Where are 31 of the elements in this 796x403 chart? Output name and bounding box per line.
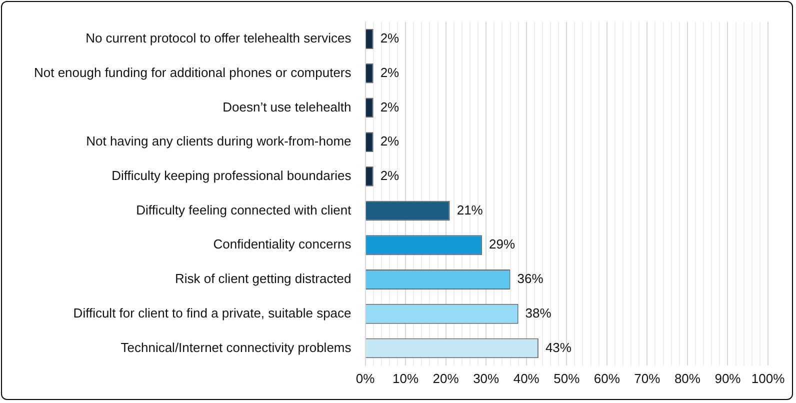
y-tick-label: Not enough funding for additional phones or computers — [34, 64, 352, 80]
x-tick-label: 60% — [594, 370, 620, 386]
y-tick-label: Technical/Internet connectivity problems — [120, 340, 352, 355]
x-tick-label: 100% — [751, 370, 786, 386]
x-tick-label: 20% — [432, 370, 460, 386]
y-tick-label: No current protocol to offer telehealth services — [86, 30, 352, 46]
data-label: 43% — [545, 340, 572, 355]
data-label: 2% — [380, 30, 400, 46]
x-tick-label: 90% — [714, 370, 742, 386]
data-label: 38% — [525, 305, 552, 320]
data-label: 2% — [380, 99, 400, 114]
data-label: 29% — [489, 236, 516, 252]
data-label: 2% — [380, 64, 400, 80]
y-tick-label: Not having any clients during work-from-home — [86, 134, 352, 149]
data-label: 21% — [456, 202, 484, 218]
x-tick-label: 80% — [674, 370, 701, 386]
x-tick-label: 40% — [513, 370, 540, 386]
data-label: 2% — [380, 168, 400, 183]
y-tick-label: Difficulty keeping professional boundaries — [112, 168, 352, 183]
x-tick-label: 30% — [473, 370, 500, 386]
y-tick-label: Risk of client getting distracted — [174, 271, 352, 286]
data-label: 2% — [380, 134, 400, 149]
x-tick-label: 10% — [392, 370, 419, 386]
x-tick-label: 50% — [554, 370, 580, 386]
x-tick-label: 70% — [634, 370, 661, 386]
y-tick-label: Confidentiality concerns — [213, 236, 352, 252]
x-tick-label: 0% — [356, 370, 376, 386]
y-tick-label: Doesn’t use telehealth — [222, 99, 352, 114]
y-tick-label: Difficult for client to find a private, suitable space — [73, 305, 352, 320]
y-tick-label: Difficulty feeling connected with client — [136, 202, 352, 218]
data-label: 36% — [517, 271, 544, 286]
